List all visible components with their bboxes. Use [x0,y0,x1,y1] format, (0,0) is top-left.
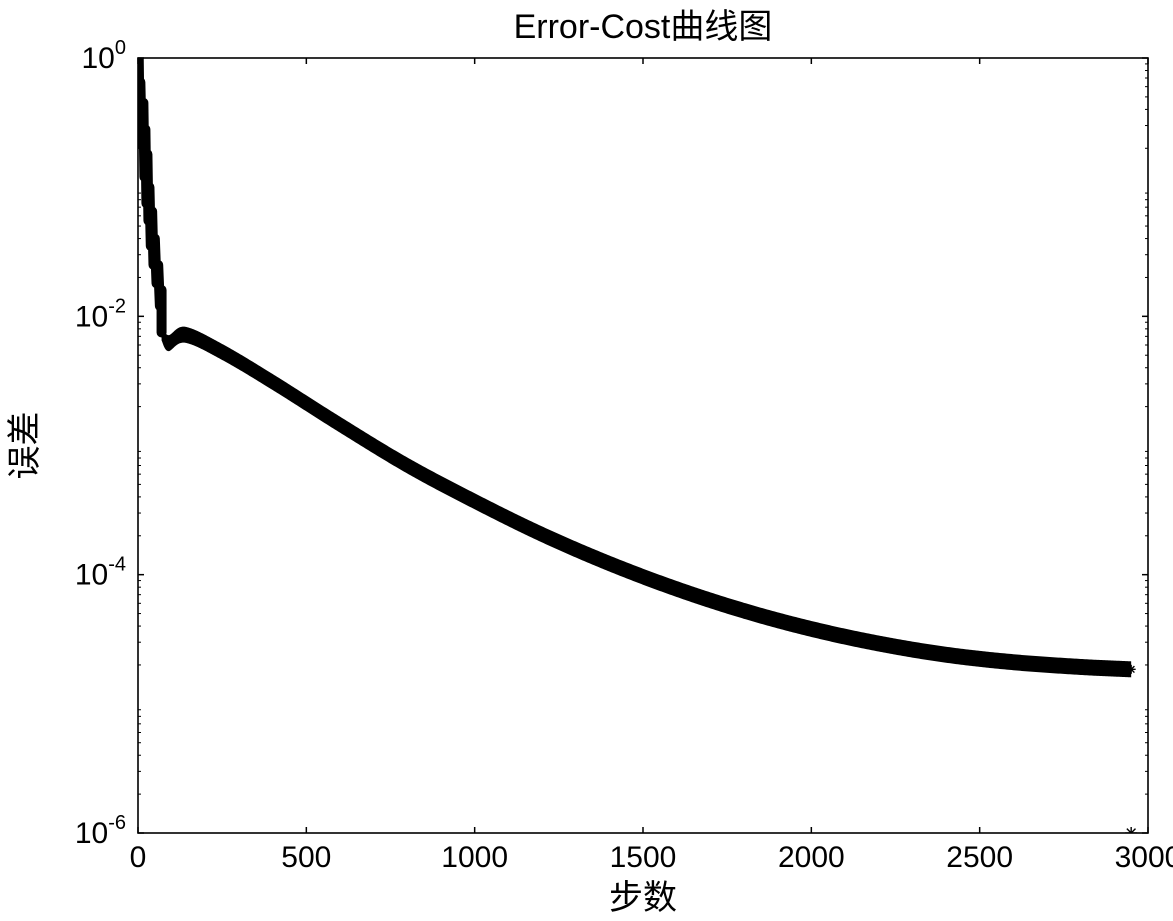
svg-text:0: 0 [130,841,147,874]
svg-text:10-2: 10-2 [75,295,126,333]
svg-text:10-4: 10-4 [75,554,126,592]
svg-text:100: 100 [82,37,127,75]
y-axis-label: 误差 [6,412,44,480]
svg-text:500: 500 [281,841,331,874]
svg-text:1000: 1000 [441,841,508,874]
svg-text:3000: 3000 [1115,841,1173,874]
svg-text:2000: 2000 [778,841,845,874]
svg-text:2500: 2500 [946,841,1013,874]
svg-text:10-6: 10-6 [75,812,126,850]
svg-text:1500: 1500 [610,841,677,874]
chart-title: Error-Cost曲线图 [514,8,773,46]
chart-root: 0 500 1000 1500 2000 2500 3000 10-6 10-4 10-2 100 E… [0,0,1173,921]
x-axis-label: 步数 [609,879,677,917]
chart-svg: 0 500 1000 1500 2000 2500 3000 10-6 10-4 10-2 100 E… [0,0,1173,921]
